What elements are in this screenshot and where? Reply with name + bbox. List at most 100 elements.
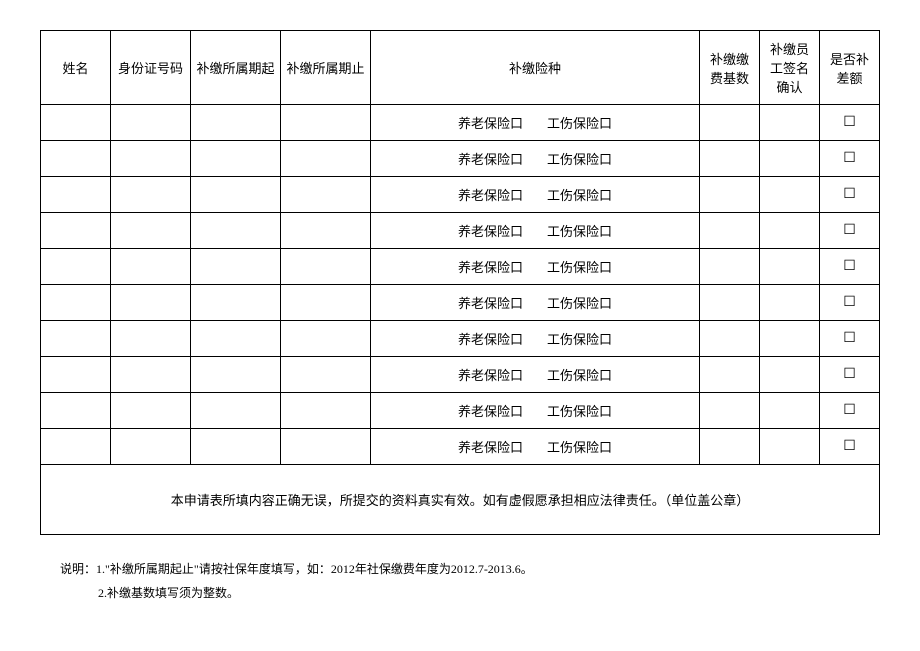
cell-insurance-type: 养老保险口工伤保险口: [371, 321, 700, 357]
cell-sign: [760, 213, 820, 249]
checkbox-icon: ☐: [843, 330, 856, 347]
cell-name: [41, 141, 111, 177]
cell-diff: ☐: [820, 177, 880, 213]
header-period-end: 补缴所属期止: [281, 31, 371, 105]
cell-period-start: [191, 249, 281, 285]
table-row: 养老保险口 工伤保险口 ☐: [41, 249, 880, 285]
cell-base: [700, 105, 760, 141]
cell-insurance-type: 养老保险口工伤保险口: [371, 393, 700, 429]
cell-base: [700, 357, 760, 393]
cell-name: [41, 285, 111, 321]
cell-name: [41, 357, 111, 393]
cell-id: [111, 357, 191, 393]
cell-id: [111, 429, 191, 465]
cell-period-start: [191, 105, 281, 141]
cell-sign: [760, 177, 820, 213]
cell-name: [41, 393, 111, 429]
declaration-text: 本申请表所填内容正确无误，所提交的资料真实有效。如有虚假愿承担相应法律责任。（单…: [41, 465, 880, 535]
cell-id: [111, 393, 191, 429]
cell-period-end: [281, 213, 371, 249]
cell-base: [700, 249, 760, 285]
cell-diff: ☐: [820, 141, 880, 177]
cell-id: [111, 249, 191, 285]
injury-option: 工伤保险口: [547, 149, 612, 168]
cell-base: [700, 393, 760, 429]
header-base: 补缴缴费基数: [700, 31, 760, 105]
cell-period-end: [281, 321, 371, 357]
table-row: 养老保险口工伤保险口 ☐: [41, 321, 880, 357]
cell-insurance-type: 养老保险口工伤保险口: [371, 429, 700, 465]
cell-insurance-type: 养老保险口工伤保险口: [371, 357, 700, 393]
cell-period-end: [281, 249, 371, 285]
cell-diff: ☐: [820, 429, 880, 465]
cell-period-start: [191, 357, 281, 393]
notes-section: 说明：1."补缴所属期起止"请按社保年度填写，如：2012年社保缴费年度为201…: [40, 557, 880, 605]
cell-period-start: [191, 285, 281, 321]
cell-id: [111, 141, 191, 177]
cell-period-end: [281, 177, 371, 213]
cell-base: [700, 141, 760, 177]
cell-period-start: [191, 213, 281, 249]
cell-sign: [760, 141, 820, 177]
header-insurance-type: 补缴险种: [371, 31, 700, 105]
table-row: 养老保险口工伤保险口 ☐: [41, 393, 880, 429]
header-row: 姓名 身份证号码 补缴所属期起 补缴所属期止 补缴险种 补缴缴费基数 补缴员工签…: [41, 31, 880, 105]
checkbox-icon: ☐: [843, 438, 856, 455]
pension-option: 养老保险口: [458, 257, 523, 276]
table-row: 养老保险口工伤保险口☐: [41, 285, 880, 321]
cell-id: [111, 321, 191, 357]
cell-sign: [760, 393, 820, 429]
cell-period-end: [281, 393, 371, 429]
pension-option: 养老保险口: [458, 401, 523, 420]
cell-sign: [760, 357, 820, 393]
injury-option: 工伤保险口: [547, 257, 612, 276]
checkbox-icon: ☐: [843, 258, 856, 275]
pension-option: 养老保险口: [458, 113, 523, 132]
checkbox-icon: ☐: [843, 366, 856, 383]
header-diff: 是否补差额: [820, 31, 880, 105]
table-row: 养老保险口工伤保险口☐: [41, 105, 880, 141]
injury-option: 工伤保险口: [547, 365, 612, 384]
header-period-start: 补缴所属期起: [191, 31, 281, 105]
cell-name: [41, 105, 111, 141]
pension-option: 养老保险口: [458, 437, 523, 456]
cell-name: [41, 177, 111, 213]
cell-base: [700, 321, 760, 357]
application-table: 姓名 身份证号码 补缴所属期起 补缴所属期止 补缴险种 补缴缴费基数 补缴员工签…: [40, 30, 880, 535]
cell-diff: ☐: [820, 285, 880, 321]
table-body: 养老保险口工伤保险口☐养老保险口工伤保险口☐养老保险口工伤保险口☐养老保险口工伤…: [41, 105, 880, 465]
checkbox-icon: ☐: [843, 150, 856, 167]
table-row: 养老保险口工伤保险口 ☐: [41, 141, 880, 177]
cell-period-start: [191, 393, 281, 429]
cell-insurance-type: 养老保险口工伤保险口: [371, 105, 700, 141]
cell-id: [111, 105, 191, 141]
cell-diff: ☐: [820, 393, 880, 429]
cell-insurance-type: 养老保险口工伤保险口: [371, 213, 700, 249]
cell-period-end: [281, 357, 371, 393]
checkbox-icon: ☐: [843, 294, 856, 311]
header-id: 身份证号码: [111, 31, 191, 105]
cell-insurance-type: 养老保险口工伤保险口: [371, 141, 700, 177]
cell-period-start: [191, 429, 281, 465]
checkbox-icon: ☐: [843, 222, 856, 239]
cell-period-end: [281, 105, 371, 141]
cell-id: [111, 177, 191, 213]
notes-prefix: 说明：: [60, 562, 96, 576]
cell-period-end: [281, 141, 371, 177]
cell-diff: ☐: [820, 321, 880, 357]
note-line-1: 说明：1."补缴所属期起止"请按社保年度填写，如：2012年社保缴费年度为201…: [60, 557, 880, 581]
pension-option: 养老保险口: [458, 185, 523, 204]
injury-option: 工伤保险口: [547, 185, 612, 204]
cell-sign: [760, 429, 820, 465]
cell-name: [41, 249, 111, 285]
cell-sign: [760, 285, 820, 321]
cell-period-start: [191, 321, 281, 357]
table-row: 养老保险口工伤保险口 ☐: [41, 357, 880, 393]
injury-option: 工伤保险口: [547, 329, 612, 348]
cell-sign: [760, 249, 820, 285]
declaration-row: 本申请表所填内容正确无误，所提交的资料真实有效。如有虚假愿承担相应法律责任。（单…: [41, 465, 880, 535]
cell-id: [111, 285, 191, 321]
cell-period-end: [281, 285, 371, 321]
notes-text-1: 1."补缴所属期起止"请按社保年度填写，如：2012年社保缴费年度为2012.7…: [96, 562, 533, 576]
cell-period-end: [281, 429, 371, 465]
